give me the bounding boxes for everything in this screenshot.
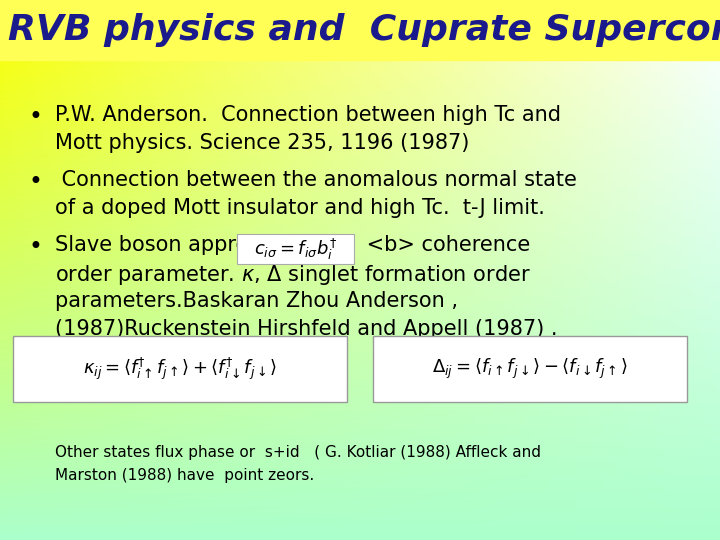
Text: RVB physics and  Cuprate Superconductors: RVB physics and Cuprate Superconductors xyxy=(8,13,720,47)
Text: •: • xyxy=(28,170,42,194)
Text: of a doped Mott insulator and high Tc.  t-J limit.: of a doped Mott insulator and high Tc. t… xyxy=(55,198,545,218)
Text: $\kappa_{ij} = \langle f^{\dagger}_{i\uparrow} f_{j\uparrow}\rangle + \langle f^: $\kappa_{ij} = \langle f^{\dagger}_{i\up… xyxy=(83,355,277,382)
Text: $\Delta_{ij} = \langle f_{i\uparrow} f_{j\downarrow}\rangle - \langle f_{i\downa: $\Delta_{ij} = \langle f_{i\uparrow} f_{… xyxy=(432,357,628,381)
Text: (1987)Ruckenstein Hirshfeld and Appell (1987) .: (1987)Ruckenstein Hirshfeld and Appell (… xyxy=(55,319,557,339)
Text: Other states flux phase or  s+id   ( G. Kotliar (1988) Affleck and: Other states flux phase or s+id ( G. Kot… xyxy=(55,445,541,460)
Bar xyxy=(0,0,720,60)
Text: •: • xyxy=(28,235,42,259)
Text: Marston (1988) have  point zeors.: Marston (1988) have point zeors. xyxy=(55,468,314,483)
Text: P.W. Anderson.  Connection between high Tc and: P.W. Anderson. Connection between high T… xyxy=(55,105,561,125)
Text: <b> coherence: <b> coherence xyxy=(360,235,530,255)
FancyBboxPatch shape xyxy=(373,336,687,402)
Text: Slave boson approach.: Slave boson approach. xyxy=(55,235,292,255)
FancyBboxPatch shape xyxy=(13,336,347,402)
Text: Mott physics. Science 235, 1196 (1987): Mott physics. Science 235, 1196 (1987) xyxy=(55,133,469,153)
Text: $c_{i\sigma} = f_{i\sigma}b^{\dagger}_i$: $c_{i\sigma} = f_{i\sigma}b^{\dagger}_i$ xyxy=(254,236,337,262)
Text: parameters.Baskaran Zhou Anderson ,: parameters.Baskaran Zhou Anderson , xyxy=(55,291,458,311)
Text: •: • xyxy=(28,105,42,129)
Text: order parameter. $\kappa$, $\Delta$ singlet formation order: order parameter. $\kappa$, $\Delta$ sing… xyxy=(55,263,531,287)
Text: Connection between the anomalous normal state: Connection between the anomalous normal … xyxy=(55,170,577,190)
FancyBboxPatch shape xyxy=(237,234,354,264)
